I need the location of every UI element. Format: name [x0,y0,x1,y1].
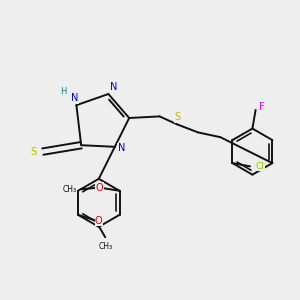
Text: CH₃: CH₃ [63,185,77,194]
Text: S: S [174,112,180,122]
Text: N: N [118,143,125,153]
Text: F: F [259,102,264,112]
Text: Cl: Cl [256,162,265,171]
Text: S: S [30,147,36,157]
Text: O: O [96,183,103,193]
Text: H: H [60,87,66,96]
Text: N: N [110,82,117,92]
Text: CH₃: CH₃ [98,242,112,251]
Text: O: O [95,216,103,226]
Text: N: N [71,93,79,103]
